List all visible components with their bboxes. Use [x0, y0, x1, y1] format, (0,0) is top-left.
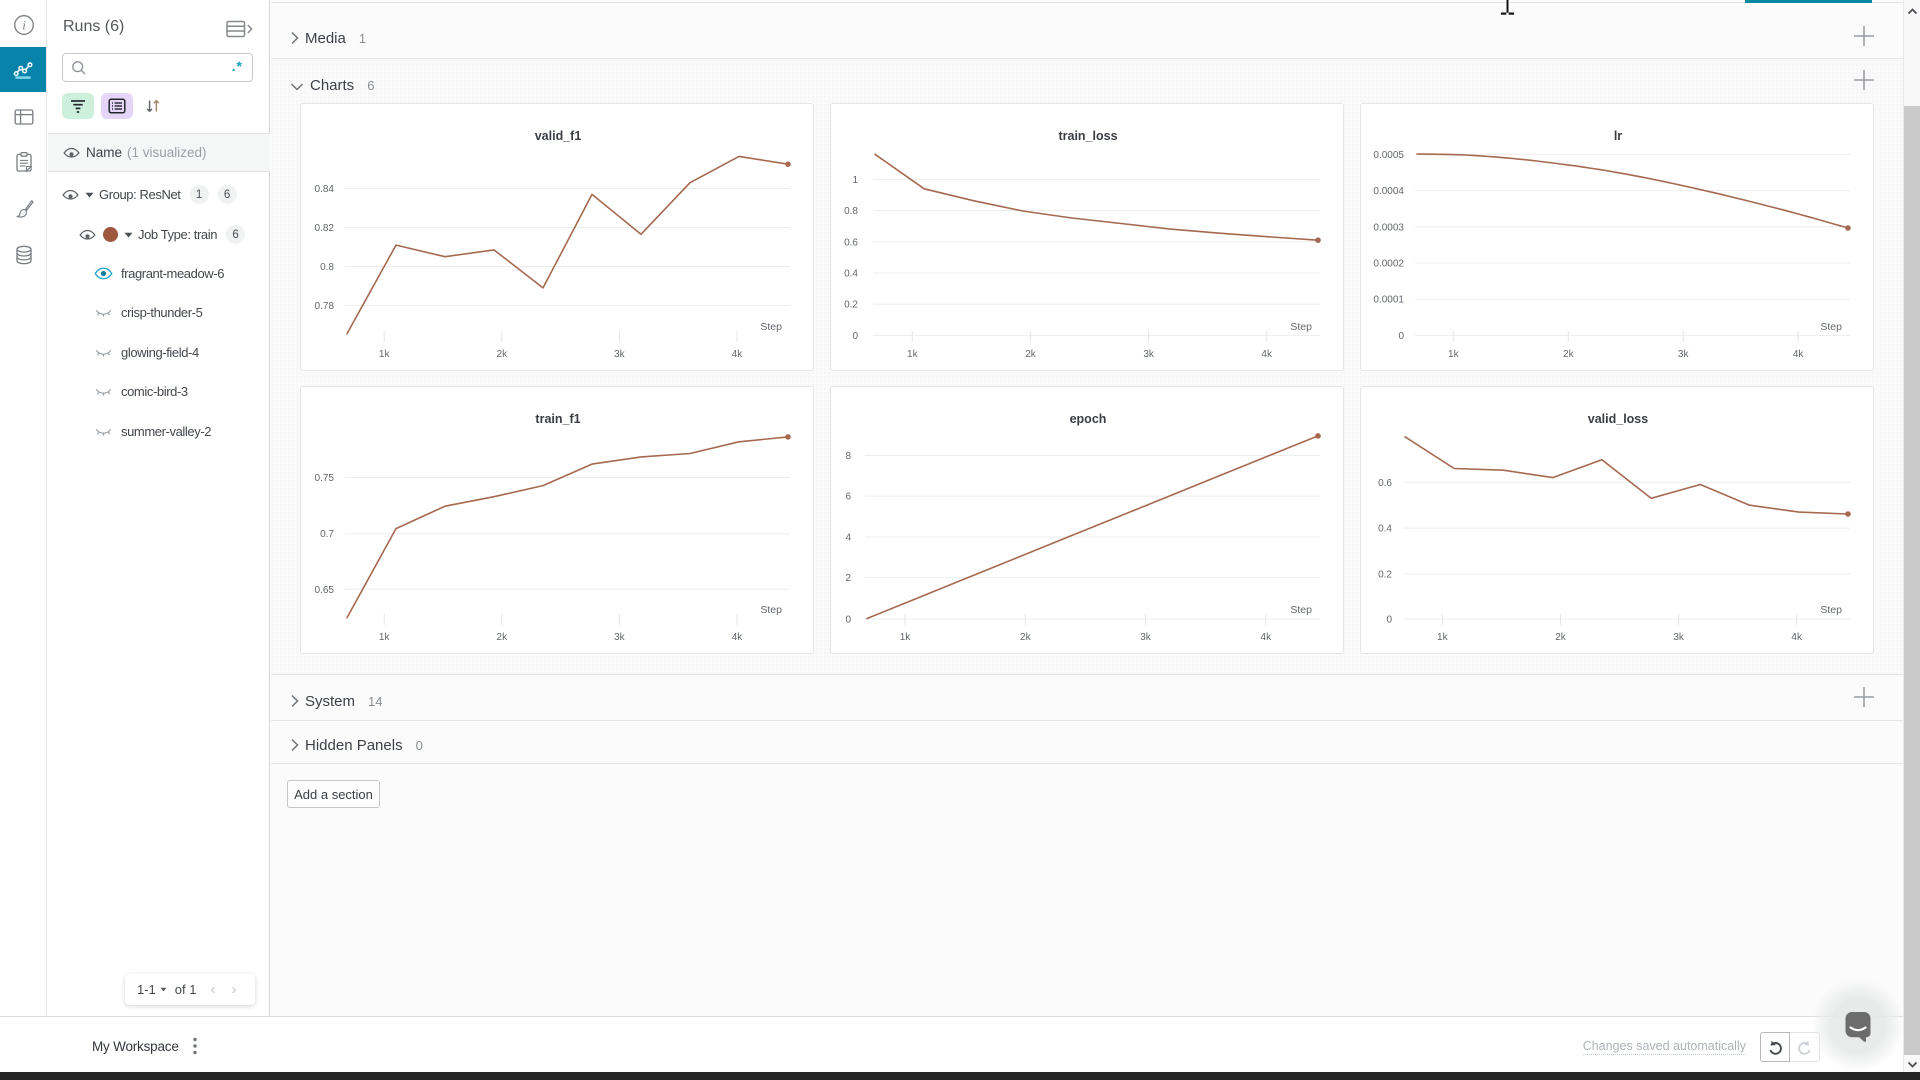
svg-text:1k: 1k	[379, 632, 391, 643]
svg-text:Step: Step	[760, 321, 782, 333]
svg-text:lr: lr	[1614, 129, 1622, 143]
svg-text:train_loss: train_loss	[1058, 129, 1117, 143]
svg-text:1k: 1k	[900, 632, 912, 643]
svg-text:3k: 3k	[1673, 632, 1685, 643]
svg-text:2: 2	[845, 573, 851, 584]
svg-text:4: 4	[845, 533, 851, 544]
svg-text:0.2: 0.2	[1378, 569, 1392, 580]
svg-text:1k: 1k	[1437, 632, 1449, 643]
svg-text:0.84: 0.84	[315, 184, 335, 195]
svg-text:valid_f1: valid_f1	[535, 129, 582, 143]
svg-text:1k: 1k	[907, 349, 919, 360]
svg-text:0.2: 0.2	[844, 300, 858, 311]
svg-text:epoch: epoch	[1070, 412, 1107, 426]
svg-text:3k: 3k	[1678, 349, 1690, 360]
svg-text:0: 0	[852, 331, 858, 342]
svg-text:valid_loss: valid_loss	[1588, 412, 1648, 426]
svg-text:3k: 3k	[1143, 349, 1155, 360]
svg-text:1k: 1k	[1448, 349, 1460, 360]
svg-text:3k: 3k	[614, 632, 626, 643]
svg-text:0: 0	[1398, 331, 1404, 342]
svg-text:2k: 2k	[497, 349, 509, 360]
svg-text:4k: 4k	[732, 349, 744, 360]
svg-text:Step: Step	[1290, 604, 1312, 616]
svg-text:0.75: 0.75	[315, 473, 335, 484]
svg-text:0.4: 0.4	[1378, 524, 1392, 535]
svg-text:4k: 4k	[1261, 349, 1273, 360]
svg-text:2k: 2k	[1025, 349, 1037, 360]
svg-text:0.8: 0.8	[320, 262, 334, 273]
svg-text:0.8: 0.8	[844, 206, 858, 217]
svg-text:3k: 3k	[1140, 632, 1152, 643]
svg-text:4k: 4k	[1791, 632, 1803, 643]
svg-text:2k: 2k	[1563, 349, 1575, 360]
svg-text:6: 6	[845, 492, 851, 503]
svg-text:0.7: 0.7	[320, 529, 334, 540]
svg-text:0.6: 0.6	[844, 237, 858, 248]
svg-text:2k: 2k	[497, 632, 509, 643]
svg-text:4k: 4k	[732, 632, 744, 643]
svg-text:4k: 4k	[1793, 349, 1805, 360]
svg-text:0.0001: 0.0001	[1373, 295, 1404, 306]
svg-text:Step: Step	[1820, 604, 1842, 616]
svg-text:0.0004: 0.0004	[1373, 186, 1404, 197]
svg-text:0.0005: 0.0005	[1373, 150, 1404, 161]
svg-text:0.65: 0.65	[315, 585, 335, 596]
svg-text:0.6: 0.6	[1378, 478, 1392, 489]
svg-text:0: 0	[1386, 615, 1392, 626]
svg-text:train_f1: train_f1	[535, 412, 580, 426]
svg-text:0.78: 0.78	[315, 301, 335, 312]
svg-text:8: 8	[845, 451, 851, 462]
svg-text:3k: 3k	[614, 349, 626, 360]
svg-text:i: i	[22, 18, 26, 33]
svg-text:1: 1	[852, 175, 858, 186]
svg-text:0.82: 0.82	[315, 223, 335, 234]
svg-text:4k: 4k	[1261, 632, 1273, 643]
svg-text:Step: Step	[1820, 321, 1842, 333]
svg-text:0.0002: 0.0002	[1373, 259, 1404, 270]
svg-text:0.4: 0.4	[844, 269, 858, 280]
svg-text:Step: Step	[760, 604, 782, 616]
svg-text:0.0003: 0.0003	[1373, 222, 1404, 233]
svg-text:2k: 2k	[1555, 632, 1567, 643]
svg-text:1k: 1k	[379, 349, 391, 360]
svg-text:2k: 2k	[1020, 632, 1032, 643]
svg-text:0: 0	[845, 615, 851, 626]
svg-text:Step: Step	[1290, 321, 1312, 333]
